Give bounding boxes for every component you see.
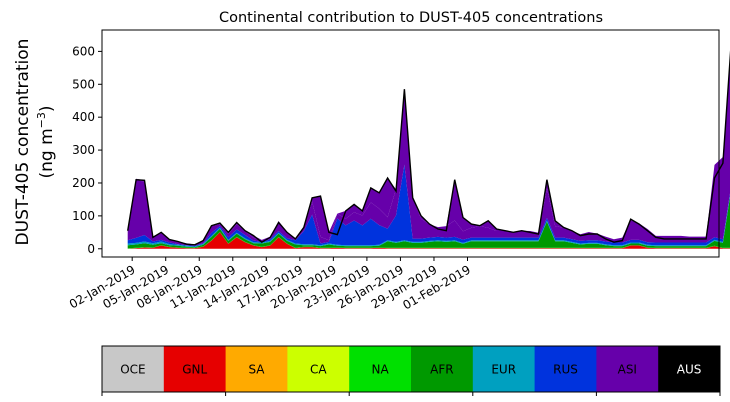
- area-afr: [127, 197, 730, 249]
- y-tick-label: 400: [72, 110, 95, 124]
- y-axis-label-line2: (ng m−3): [35, 105, 57, 178]
- legend-label-eur: EUR: [491, 363, 516, 377]
- legend-label-rus: RUS: [553, 363, 578, 377]
- legend: OCE GNL SA CA NA AFR EUR RUS ASI AUS: [101, 345, 721, 396]
- y-axis: 0 100 200 300 400 500 600: [72, 44, 102, 256]
- area-asi-top: [127, 59, 730, 245]
- y-axis-label-line1: DUST-405 concentration: [13, 39, 33, 246]
- area-asi: [127, 63, 730, 246]
- plot-frame: [101, 29, 720, 258]
- legend-swatch-gnl: [163, 346, 227, 392]
- total-line: [127, 50, 730, 246]
- y-tick-label: 100: [72, 209, 95, 223]
- legend-swatch-afr: [411, 346, 474, 392]
- legend-swatch-eur: [472, 346, 536, 392]
- y-axis-unit-sup: −3: [35, 112, 48, 128]
- legend-label-sa: SA: [248, 363, 265, 377]
- legend-label-oce: OCE: [120, 363, 145, 377]
- plot-areas: [127, 59, 730, 249]
- y-tick-label: 200: [72, 176, 95, 190]
- chart-title: Continental contribution to DUST-405 con…: [219, 10, 603, 26]
- legend-swatch-ca: [287, 346, 350, 392]
- plot-total-line-group: [127, 50, 730, 246]
- legend-label-aus: AUS: [677, 363, 702, 377]
- legend-swatch-na: [349, 346, 412, 392]
- y-tick-label: 600: [72, 44, 95, 58]
- legend-swatch-aus: [658, 346, 721, 392]
- legend-label-afr: AFR: [430, 363, 453, 377]
- y-axis-unit-prefix: (ng m: [37, 128, 57, 178]
- y-tick-label: 500: [72, 77, 95, 91]
- legend-label-gnl: GNL: [182, 363, 207, 377]
- legend-label-asi: ASI: [618, 363, 637, 377]
- legend-label-na: NA: [372, 363, 390, 377]
- y-axis-label: DUST-405 concentration (ng m−3): [13, 39, 57, 246]
- x-axis: 02-Jan-201905-Jan-201908-Jan-201911-Jan-…: [67, 257, 473, 312]
- legend-swatch-asi: [596, 346, 659, 392]
- legend-swatch-oce: [102, 346, 165, 392]
- y-tick-label: 300: [72, 143, 95, 157]
- legend-frame: [101, 345, 721, 393]
- area-gnl: [127, 232, 730, 249]
- y-tick-label: 0: [87, 242, 95, 256]
- legend-swatch-rus: [534, 346, 597, 392]
- legend-swatch-sa: [225, 346, 288, 392]
- legend-label-ca: CA: [310, 363, 327, 377]
- y-axis-unit-suffix: ): [37, 105, 57, 112]
